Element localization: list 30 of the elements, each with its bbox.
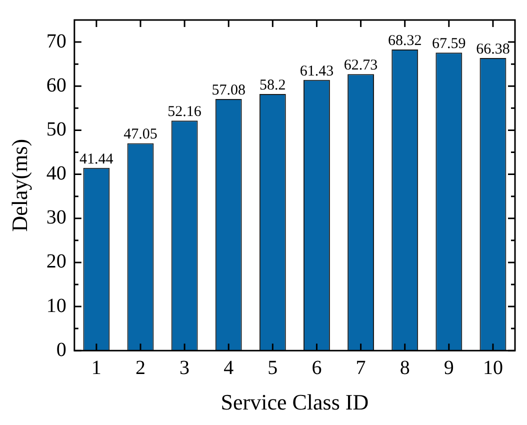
x-tick-label: 3 (180, 356, 190, 379)
data-label: 41.44 (80, 151, 114, 168)
y-tick-label: 60 (46, 74, 66, 96)
x-tick-label: 1 (91, 356, 102, 379)
x-tick-label: 9 (444, 356, 454, 379)
x-tick-label: 2 (135, 356, 146, 379)
y-tick-label: 30 (46, 206, 66, 229)
data-label: 61.43 (300, 63, 334, 80)
data-label: 57.08 (212, 82, 246, 98)
data-label: 67.59 (432, 36, 466, 52)
x-tick-label: 10 (482, 356, 503, 379)
x-axis-title: Service Class ID (220, 390, 369, 415)
y-tick-label: 10 (46, 294, 66, 317)
data-label: 58.2 (260, 77, 286, 94)
x-tick-label: 7 (356, 356, 366, 379)
y-tick-label: 50 (46, 118, 66, 140)
data-label: 62.73 (344, 58, 378, 74)
data-label: 52.16 (168, 104, 202, 120)
y-tick-label: 40 (46, 162, 66, 185)
y-axis-title: Delay(ms) (6, 138, 32, 232)
x-tick-label: 4 (224, 356, 234, 379)
y-tick-label: 20 (46, 250, 66, 273)
y-tick-label: 70 (46, 30, 66, 52)
x-tick-label: 6 (312, 356, 322, 379)
x-tick-label: 5 (268, 356, 278, 379)
x-tick-label: 8 (400, 356, 410, 379)
data-label: 66.38 (476, 41, 510, 58)
y-tick-label: 0 (56, 338, 66, 361)
data-label: 47.05 (124, 126, 158, 143)
data-label: 68.32 (388, 32, 422, 49)
